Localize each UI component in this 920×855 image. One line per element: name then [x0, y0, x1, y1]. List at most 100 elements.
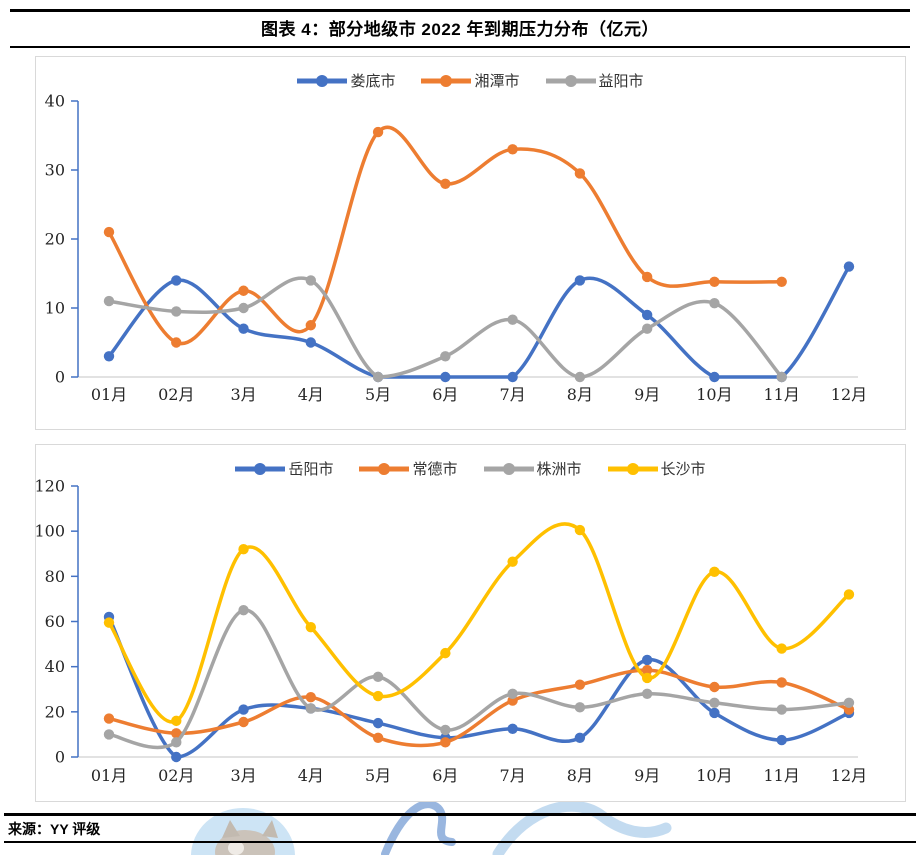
x-axis-label: 02月	[158, 385, 194, 404]
data-point-series-0	[641, 309, 653, 321]
legend-item-0: 娄底市	[297, 70, 395, 91]
x-axis-label: 7月	[500, 385, 526, 404]
data-point-series-3	[507, 556, 518, 567]
source-divider-bottom	[4, 841, 916, 843]
title-divider	[10, 46, 910, 48]
data-point-series-3	[776, 643, 787, 654]
bottom-chart-legend: 岳阳市 常德市 株洲市 长沙市	[36, 458, 905, 479]
legend-label: 湘潭市	[474, 72, 520, 90]
data-point-series-0	[843, 261, 855, 272]
x-axis-label: 01月	[91, 766, 127, 785]
x-axis-label: 9月	[634, 385, 660, 404]
y-axis-label: 20	[45, 702, 65, 721]
y-axis-label: 0	[55, 748, 65, 767]
legend-label: 常德市	[412, 460, 458, 478]
legend-swatch-icon	[421, 74, 472, 87]
data-point-series-0	[641, 654, 653, 666]
x-axis-label: 7月	[500, 766, 526, 785]
legend-swatch-icon	[607, 462, 658, 475]
data-point-series-2	[440, 351, 451, 362]
top-line-chart: 0 10 20 30 40 01月 02月 3月 4月 5月 6月 7月 8月 9月 10月 11月 12月	[45, 92, 868, 405]
legend-label: 娄底市	[350, 72, 396, 90]
data-point-series-0	[440, 371, 451, 383]
x-axis-label: 5月	[365, 385, 391, 404]
x-axis-label: 11月	[764, 766, 800, 785]
x-axis-label: 8月	[567, 385, 593, 404]
data-point-series-2	[574, 702, 586, 713]
data-point-series-1	[305, 320, 317, 331]
data-point-series-1	[238, 285, 249, 296]
data-point-series-3	[171, 715, 182, 727]
legend-swatch-icon	[483, 462, 534, 475]
data-point-series-2	[372, 671, 384, 683]
data-point-series-3	[843, 589, 855, 600]
data-point-series-0	[171, 751, 182, 763]
data-point-series-1	[641, 664, 653, 676]
data-point-series-0	[305, 337, 317, 348]
data-point-series-1	[171, 728, 182, 739]
x-axis-label: 4月	[298, 385, 324, 404]
line-series-2	[107, 276, 784, 379]
data-point-series-0	[574, 275, 586, 286]
y-axis-label: 80	[45, 567, 65, 586]
data-point-series-0	[709, 707, 720, 719]
y-axis-label: 120	[36, 477, 65, 496]
data-point-series-1	[507, 144, 518, 155]
y-axis-label: 100	[36, 522, 65, 541]
data-point-series-3	[440, 647, 451, 659]
data-point-series-2	[171, 306, 182, 317]
legend-swatch-icon	[545, 74, 596, 87]
data-point-series-1	[305, 691, 317, 703]
data-point-series-2	[641, 688, 653, 699]
legend-swatch-icon	[359, 462, 410, 475]
bottom-line-chart: 0 20 40 60 80 100 120 01月 02月 3月 4月 5月 6月 7月 8月 9月 10月 11…	[36, 477, 867, 786]
data-point-series-1	[238, 716, 249, 728]
legend-item-1: 常德市	[359, 458, 458, 479]
y-axis-label: 0	[55, 368, 65, 387]
data-point-series-2	[103, 729, 115, 740]
data-point-series-2	[305, 703, 317, 714]
data-point-series-2	[776, 371, 787, 383]
data-point-series-1	[776, 677, 787, 688]
data-point-series-0	[507, 371, 518, 383]
legend-item-1: 湘潭市	[421, 70, 520, 91]
data-point-series-1	[574, 168, 586, 179]
data-point-series-0	[574, 732, 586, 744]
legend-label: 长沙市	[660, 460, 706, 478]
top-chart-legend: 娄底市 湘潭市 益阳市	[36, 70, 905, 91]
x-axis-label: 02月	[158, 766, 194, 785]
x-axis-label: 01月	[91, 385, 127, 404]
top-divider	[10, 9, 910, 12]
data-point-series-0	[507, 723, 518, 734]
x-axis-label: 12月	[831, 766, 867, 785]
data-point-series-0	[238, 323, 249, 334]
data-point-series-2	[372, 371, 384, 383]
data-point-series-3	[238, 544, 249, 555]
legend-item-0: 岳阳市	[235, 458, 333, 479]
data-point-series-2	[171, 737, 182, 748]
x-axis-label: 11月	[764, 385, 800, 404]
legend-label: 益阳市	[598, 72, 644, 90]
y-axis-label: 40	[45, 657, 65, 676]
legend-item-2: 益阳市	[545, 70, 644, 91]
data-point-series-2	[776, 704, 787, 715]
yy-ratings-watermark-icon	[191, 800, 672, 855]
data-point-series-2	[507, 314, 518, 325]
x-axis-label: 6月	[432, 385, 458, 404]
legend-item-3: 长沙市	[607, 458, 706, 479]
data-point-series-1	[776, 276, 787, 287]
data-point-series-1	[440, 737, 451, 748]
data-point-series-2	[709, 697, 720, 708]
figure-title: 图表 4：部分地级市 2022 年到期压力分布（亿元）	[261, 20, 659, 39]
data-point-series-1	[372, 732, 384, 744]
x-axis-label: 5月	[365, 766, 391, 785]
data-point-series-1	[103, 713, 115, 724]
data-point-series-0	[238, 704, 249, 715]
data-point-series-1	[709, 681, 720, 693]
data-point-series-2	[238, 605, 249, 616]
x-axis-label: 8月	[567, 766, 593, 785]
x-axis-label: 10月	[696, 766, 732, 785]
y-axis-label: 10	[45, 299, 65, 318]
data-point-series-2	[103, 295, 115, 307]
